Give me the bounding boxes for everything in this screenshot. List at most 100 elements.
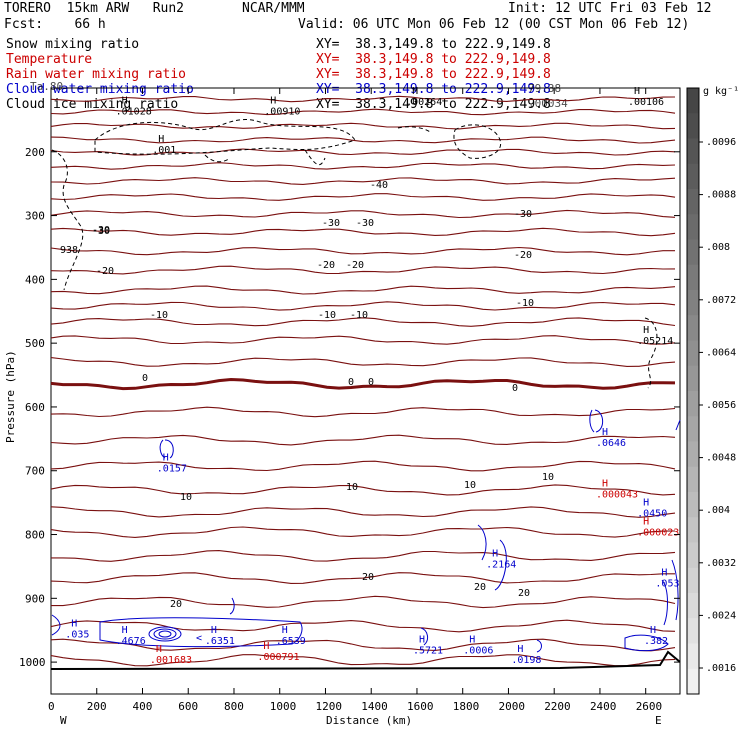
max-marker-h: H <box>122 625 128 636</box>
y-axis-label: Pressure (hPa) <box>4 350 17 443</box>
isotherm <box>50 506 676 518</box>
max-value-label: .0450 <box>637 508 667 519</box>
isotherm <box>50 122 676 130</box>
cloud-water-contour <box>536 639 542 653</box>
x-tick-label: 2200 <box>544 700 571 713</box>
colorbar-tick-label: .0056 <box>706 400 736 411</box>
overlap-label-1: Ta.80 <box>30 80 64 93</box>
temperature-label: 10 <box>542 472 554 483</box>
colorbar-swatch <box>687 113 699 139</box>
x-tick-label: 2000 <box>498 700 525 713</box>
max-value-label: .035 <box>65 630 89 641</box>
colorbar-swatch <box>687 264 699 291</box>
isotherm <box>50 193 676 201</box>
east-endpoint: E <box>655 714 662 727</box>
isotherm <box>50 335 676 345</box>
colorbar-swatch <box>687 643 699 670</box>
temperature-label: -20 <box>346 260 364 271</box>
cloud-water-contour <box>420 627 429 646</box>
max-value-label: .0006 <box>463 646 493 657</box>
legend-field-name: Temperature <box>6 52 93 67</box>
max-marker-h: H <box>419 635 425 646</box>
x-tick-label: 1000 <box>270 700 297 713</box>
legend-field-xy: XY= 38.3,149.8 to 222.9,149.8 <box>316 67 551 82</box>
max-marker-h: H <box>263 641 269 652</box>
max-value-label: .01028 <box>116 107 152 118</box>
isotherm <box>50 317 676 327</box>
temperature-contours: -40 -30 -30 -30 -30 -20 -20 -20 -20 -10 -10 -10 -10 0… <box>50 95 676 667</box>
isotherm <box>50 95 676 103</box>
colorbar-swatch <box>687 618 699 644</box>
max-marker-h: H <box>282 625 288 636</box>
model-title: TORERO 15km ARW Run2 <box>4 1 185 16</box>
cloud-water-contour <box>158 630 172 638</box>
isotherm <box>50 619 676 633</box>
colorbar-tick-label: .0096 <box>706 137 736 148</box>
cloud-water-contour <box>661 559 679 626</box>
max-marker-h: H <box>643 325 649 336</box>
x-tick-label: 1800 <box>453 700 480 713</box>
isotherm <box>50 108 676 116</box>
isotherm <box>50 177 676 185</box>
zero-isotherm <box>50 377 676 391</box>
x-tick-label: 1200 <box>315 700 342 713</box>
x-tick-label: 1600 <box>407 700 434 713</box>
colorbar-swatch <box>687 189 699 215</box>
max-value-label: .0157 <box>157 464 187 475</box>
max-value-label: .000023 <box>637 528 679 539</box>
max-value-label: .382 <box>644 636 668 647</box>
center-title: NCAR/MMM <box>242 1 305 16</box>
isotherm <box>50 209 676 219</box>
temperature-label: 0 <box>368 377 374 388</box>
x-tick-label: 2600 <box>636 700 663 713</box>
colorbar-tick-label: .0072 <box>706 295 736 306</box>
colorbar-tick-label: .008 <box>706 242 730 253</box>
cloud-water-contour <box>159 439 174 459</box>
max-value-label: .001 <box>152 145 176 156</box>
temperature-label: 20 <box>518 588 530 599</box>
x-tick-label: 800 <box>224 700 244 713</box>
temperature-label: -20 <box>96 266 114 277</box>
terrain-line <box>50 650 681 670</box>
cloud-water-contours <box>51 409 681 653</box>
colorbar-swatch <box>687 441 699 468</box>
temperature-label: -30 <box>322 218 340 229</box>
forecast-hour: Fcst: 66 h <box>4 17 106 32</box>
temperature-label: -40 <box>370 180 388 191</box>
isotherm <box>50 246 675 256</box>
x-tick-label: 1400 <box>361 700 388 713</box>
legend-field-xy: XY= 38.3,149.8 to 222.9,149.8 <box>316 97 551 112</box>
max-marker-h: H <box>643 497 649 508</box>
legend-field-name: Snow mixing ratio <box>6 37 140 52</box>
colorbar-swatch <box>687 567 699 594</box>
max-marker-h: H <box>643 517 649 528</box>
legend-field-name: Cloud ice mixing ratio <box>6 97 179 112</box>
max-marker-h: H <box>517 644 523 655</box>
isotherm <box>50 227 676 237</box>
y-tick-label: 500 <box>25 337 45 350</box>
max-value-label: .4676 <box>116 636 146 647</box>
x-axis: 0 200 400 600 800 1000 1200 1400 1600 1800 2000 220… <box>48 88 662 713</box>
temperature-label: -30 <box>92 226 110 237</box>
colorbar-tick-label: .0016 <box>706 663 736 674</box>
max-marker-h: H <box>634 86 640 97</box>
colorbar-swatch <box>687 138 699 165</box>
colorbar-tick-label: .0088 <box>706 190 736 201</box>
y-tick-label: 700 <box>25 465 45 478</box>
temperature-label: 10 <box>464 480 476 491</box>
colorbar-swatch <box>687 365 699 392</box>
max-value-label: .2164 <box>486 559 516 570</box>
colorbar-swatch <box>687 315 699 341</box>
max-value-label: .6351 <box>205 636 235 647</box>
snow-contour <box>397 126 431 133</box>
max-value-label: .5721 <box>413 646 443 657</box>
temperature-label: 0 <box>512 383 518 394</box>
cloud-water-contour <box>675 419 681 431</box>
max-marker-h: H <box>650 625 656 636</box>
cloud-water-contour <box>477 524 507 591</box>
colorbar-swatch <box>687 391 699 417</box>
legend-field-name: Cloud water mixing ratio <box>6 82 194 97</box>
y-tick-label: 800 <box>25 529 45 542</box>
isotherm <box>50 136 676 144</box>
isotherm <box>50 162 676 170</box>
